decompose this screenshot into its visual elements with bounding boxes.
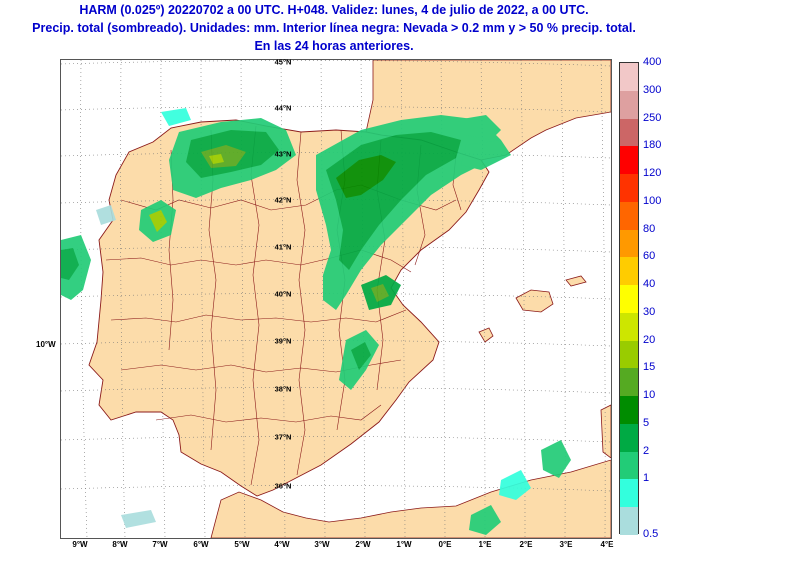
map-title-line-3: En las 24 horas anteriores. (254, 39, 414, 53)
legend-label-10: 10 (643, 389, 656, 402)
legend-label-1: 1 (643, 472, 650, 485)
legend-label-250: 250 (643, 111, 662, 124)
legend-bin-20 (620, 340, 638, 369)
lon-label-1e: 1°E (478, 540, 492, 549)
legend-bin-400 (620, 63, 638, 92)
color-legend (619, 62, 639, 536)
ibiza-land (478, 327, 494, 343)
legend-bin-2 (620, 451, 638, 480)
lon-label-2e: 2°E (519, 540, 533, 549)
lat-label-41: 41°N (274, 242, 292, 252)
precipitation-shading (61, 108, 571, 535)
legend-bin-40 (620, 285, 638, 314)
graticule (61, 60, 611, 538)
legend-bin-60 (620, 257, 638, 286)
lon-label-7w: 7°W (152, 540, 168, 549)
legend-bin-250 (620, 118, 638, 147)
legend-bin-180 (620, 146, 638, 175)
legend-bin-100 (620, 201, 638, 231)
lat-label-44: 44°N (274, 103, 292, 113)
lon-label-3w: 3°W (314, 540, 330, 549)
legend-label-5: 5 (643, 416, 650, 429)
lon-label-5w: 5°W (234, 540, 250, 549)
lon-label-2w: 2°W (355, 540, 371, 549)
lat-label-37: 37°N (274, 432, 292, 442)
lon-label-0e: 0°E (438, 540, 452, 549)
lat-label-40: 40°N (274, 289, 292, 299)
legend-label-300: 300 (643, 83, 662, 96)
sardinia-land (600, 404, 611, 459)
lat-label-39: 39°N (274, 336, 292, 346)
map-title-line-1: HARM (0.025º) 20220702 a 00 UTC. H+048. … (79, 3, 589, 17)
lon-label-8w: 8°W (112, 540, 128, 549)
legend-bin-1 (620, 479, 638, 508)
precipitation-map (60, 59, 612, 539)
map-title-line-2: Precip. total (sombreado). Unidades: mm.… (32, 21, 636, 35)
legend-bin-300 (620, 90, 638, 119)
legend-label-40: 40 (643, 278, 656, 291)
legend-bin-30 (620, 312, 638, 342)
lat-label-42: 42°N (274, 195, 292, 205)
lat-label-38: 38°N (274, 384, 292, 394)
lon-label-4w: 4°W (274, 540, 290, 549)
legend-bin-15 (620, 368, 638, 397)
mallorca-land (515, 289, 554, 313)
legend-bin-120 (620, 174, 638, 203)
map-canvas (61, 60, 611, 538)
lon-label-3e: 3°E (559, 540, 573, 549)
legend-label-100: 100 (643, 194, 662, 207)
lat-label-43: 43°N (274, 149, 292, 159)
legend-bin-80 (620, 229, 638, 258)
legend-bin-0-5 (620, 507, 638, 536)
legend-label-0-5: 0.5 (643, 528, 659, 540)
lat-label-45: 45°N (274, 57, 292, 67)
legend-label-120: 120 (643, 167, 662, 180)
legend-label-2: 2 (643, 444, 650, 457)
legend-label-400: 400 (643, 56, 662, 68)
menorca-land (565, 275, 587, 287)
legend-label-180: 180 (643, 139, 662, 152)
lat-label-36: 36°N (274, 481, 292, 491)
legend-label-60: 60 (643, 250, 656, 263)
legend-label-80: 80 (643, 222, 656, 235)
lon-label-10w: 10°W (36, 340, 56, 349)
legend-label-15: 15 (643, 361, 656, 374)
lon-label-6w: 6°W (193, 540, 209, 549)
legend-bin-5 (620, 423, 638, 453)
lon-label-4e: 4°E (600, 540, 614, 549)
lon-label-1w: 1°W (396, 540, 412, 549)
legend-label-30: 30 (643, 305, 656, 318)
legend-bin-10 (620, 396, 638, 425)
africa-land (210, 459, 611, 538)
lon-label-9w: 9°W (72, 540, 88, 549)
legend-label-20: 20 (643, 333, 656, 346)
